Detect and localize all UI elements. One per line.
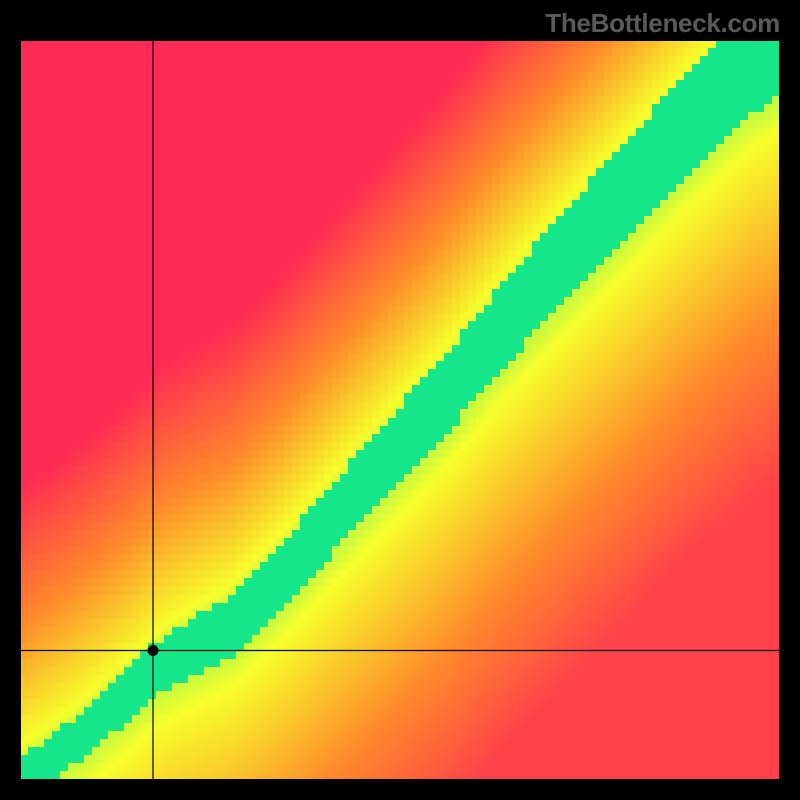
heatmap-panel bbox=[20, 40, 780, 780]
watermark-text: TheBottleneck.com bbox=[545, 8, 780, 39]
heatmap-canvas bbox=[20, 40, 780, 780]
